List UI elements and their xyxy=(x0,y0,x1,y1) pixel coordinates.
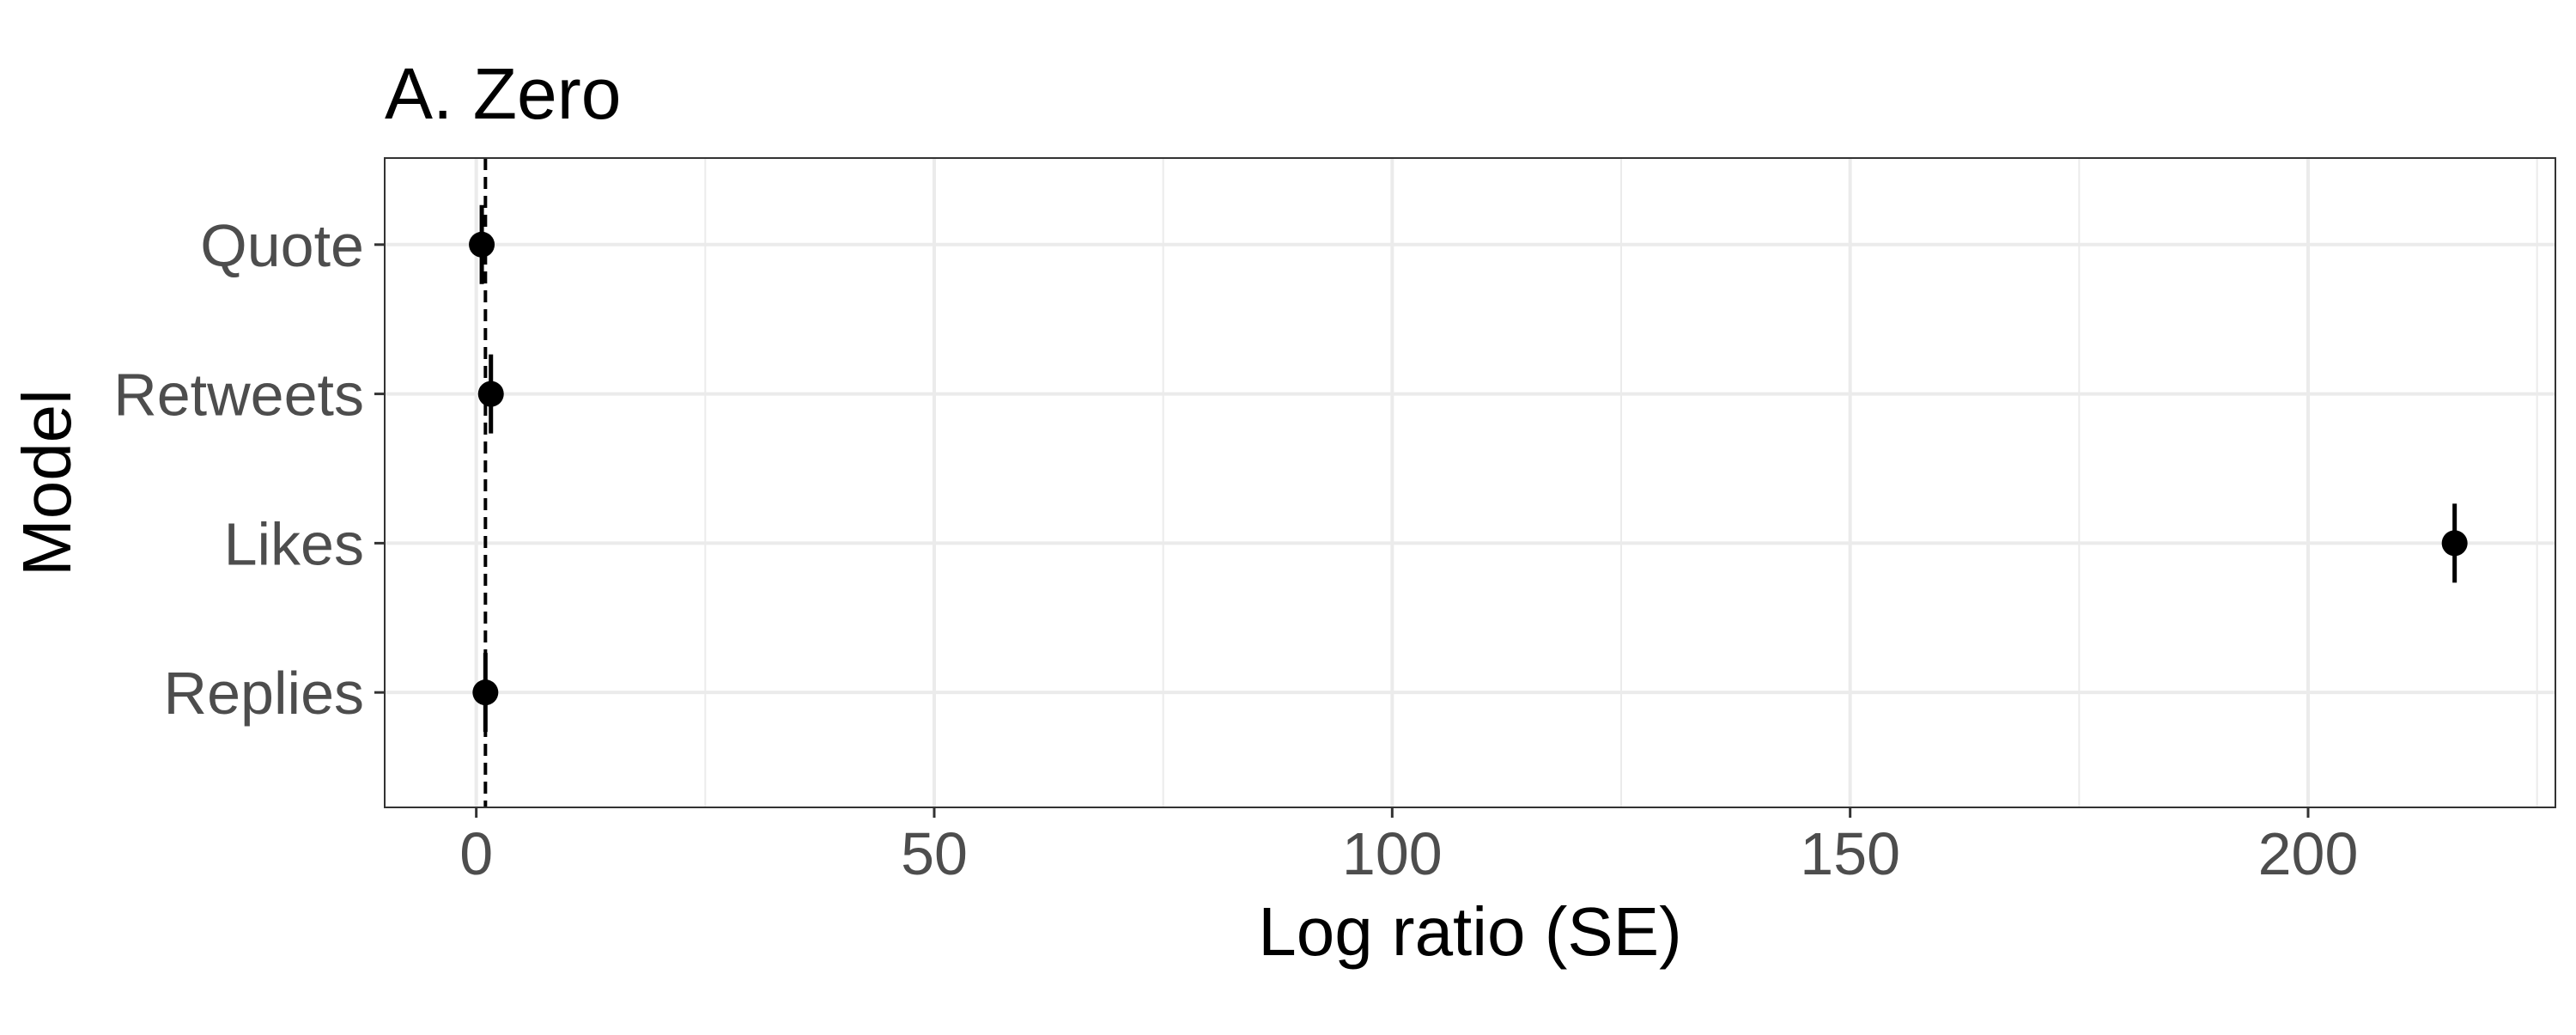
y-tick-label: Likes xyxy=(224,510,364,577)
y-tick-label: Replies xyxy=(164,660,364,727)
x-tick-label: 50 xyxy=(901,820,968,887)
data-point xyxy=(472,679,499,706)
y-axis: Quote Retweets Likes Replies xyxy=(113,212,385,727)
x-tick-label: 150 xyxy=(1800,820,1900,887)
x-axis: 0 50 100 150 200 xyxy=(459,807,2358,887)
grid-lines xyxy=(385,158,2555,807)
x-tick-label: 0 xyxy=(459,820,493,887)
y-tick-label: Quote xyxy=(200,212,364,279)
chart-title: A. Zero xyxy=(385,53,621,134)
y-tick-label: Retweets xyxy=(113,362,364,429)
data-point xyxy=(477,381,504,407)
x-tick-label: 200 xyxy=(2258,820,2359,887)
x-axis-title: Log ratio (SE) xyxy=(1258,893,1682,970)
data-point xyxy=(469,231,495,258)
y-axis-title: Model xyxy=(9,389,85,576)
data-points xyxy=(469,204,2468,733)
x-tick-label: 100 xyxy=(1342,820,1443,887)
data-point xyxy=(2441,530,2468,557)
panel-border xyxy=(384,157,2556,808)
